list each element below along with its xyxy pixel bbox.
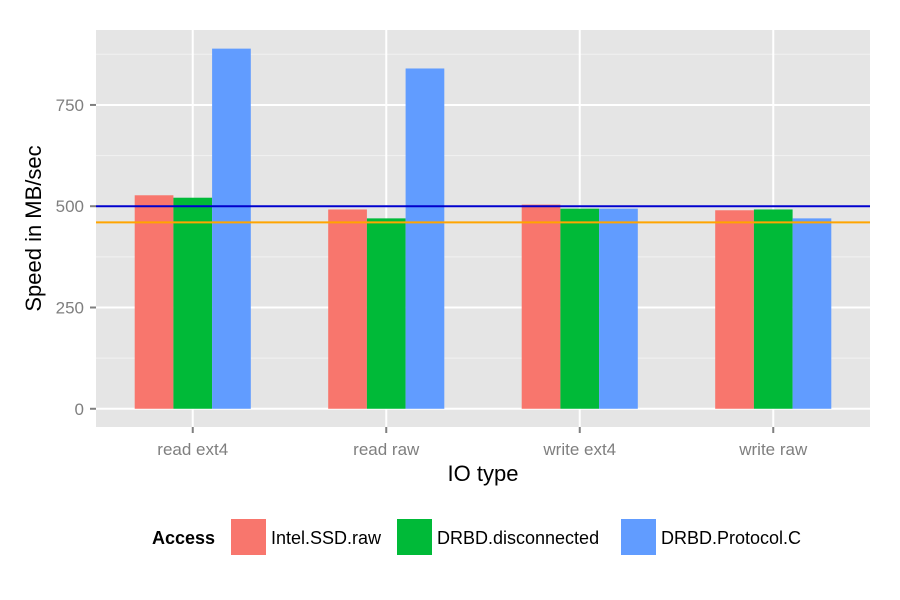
legend-label: Intel.SSD.raw: [271, 528, 382, 548]
bar-intel-ssd-raw-read-ext4: [134, 195, 174, 409]
bar-intel-ssd-raw-write-ext4: [521, 204, 561, 409]
bars: [134, 48, 832, 409]
legend-label: DRBD.disconnected: [437, 528, 599, 548]
legend-key-drbd-protocol-c: [621, 519, 656, 555]
y-axis: 0 250 500 750: [56, 96, 96, 419]
bar-intel-ssd-raw-read-raw: [328, 209, 367, 409]
x-tick-label: write ext4: [542, 440, 616, 459]
y-axis-title: Speed in MB/sec: [21, 145, 46, 311]
x-axis: read ext4 read raw write ext4 write raw: [157, 427, 808, 459]
x-tick-label: read raw: [353, 440, 420, 459]
legend-title: Access: [152, 528, 215, 548]
x-tick-label: write raw: [738, 440, 808, 459]
legend-key-intel-ssd-raw: [231, 519, 266, 555]
legend: Access Intel.SSD.raw DRBD.disconnected DRB…: [152, 519, 801, 555]
y-tick-label: 250: [56, 298, 84, 317]
x-tick-label: read ext4: [157, 440, 228, 459]
y-tick-label: 500: [56, 197, 84, 216]
bar-drbd-protocol-c-read-ext4: [212, 48, 251, 409]
bar-drbd-disconnected-write-raw: [753, 209, 793, 409]
legend-label: DRBD.Protocol.C: [661, 528, 801, 548]
bar-drbd-disconnected-read-raw: [366, 218, 406, 409]
bar-drbd-disconnected-read-ext4: [173, 197, 213, 409]
bar-intel-ssd-raw-write-raw: [715, 210, 754, 409]
y-tick-label: 750: [56, 96, 84, 115]
bar-drbd-protocol-c-write-ext4: [599, 208, 638, 409]
bar-drbd-protocol-c-write-raw: [792, 218, 832, 409]
x-axis-title: IO type: [448, 461, 519, 486]
legend-key-drbd-disconnected: [397, 519, 432, 555]
bar-drbd-disconnected-write-ext4: [560, 208, 600, 409]
reference-lines: [96, 205, 870, 224]
bar-drbd-protocol-c-read-raw: [405, 68, 445, 409]
y-tick-label: 0: [75, 400, 84, 419]
